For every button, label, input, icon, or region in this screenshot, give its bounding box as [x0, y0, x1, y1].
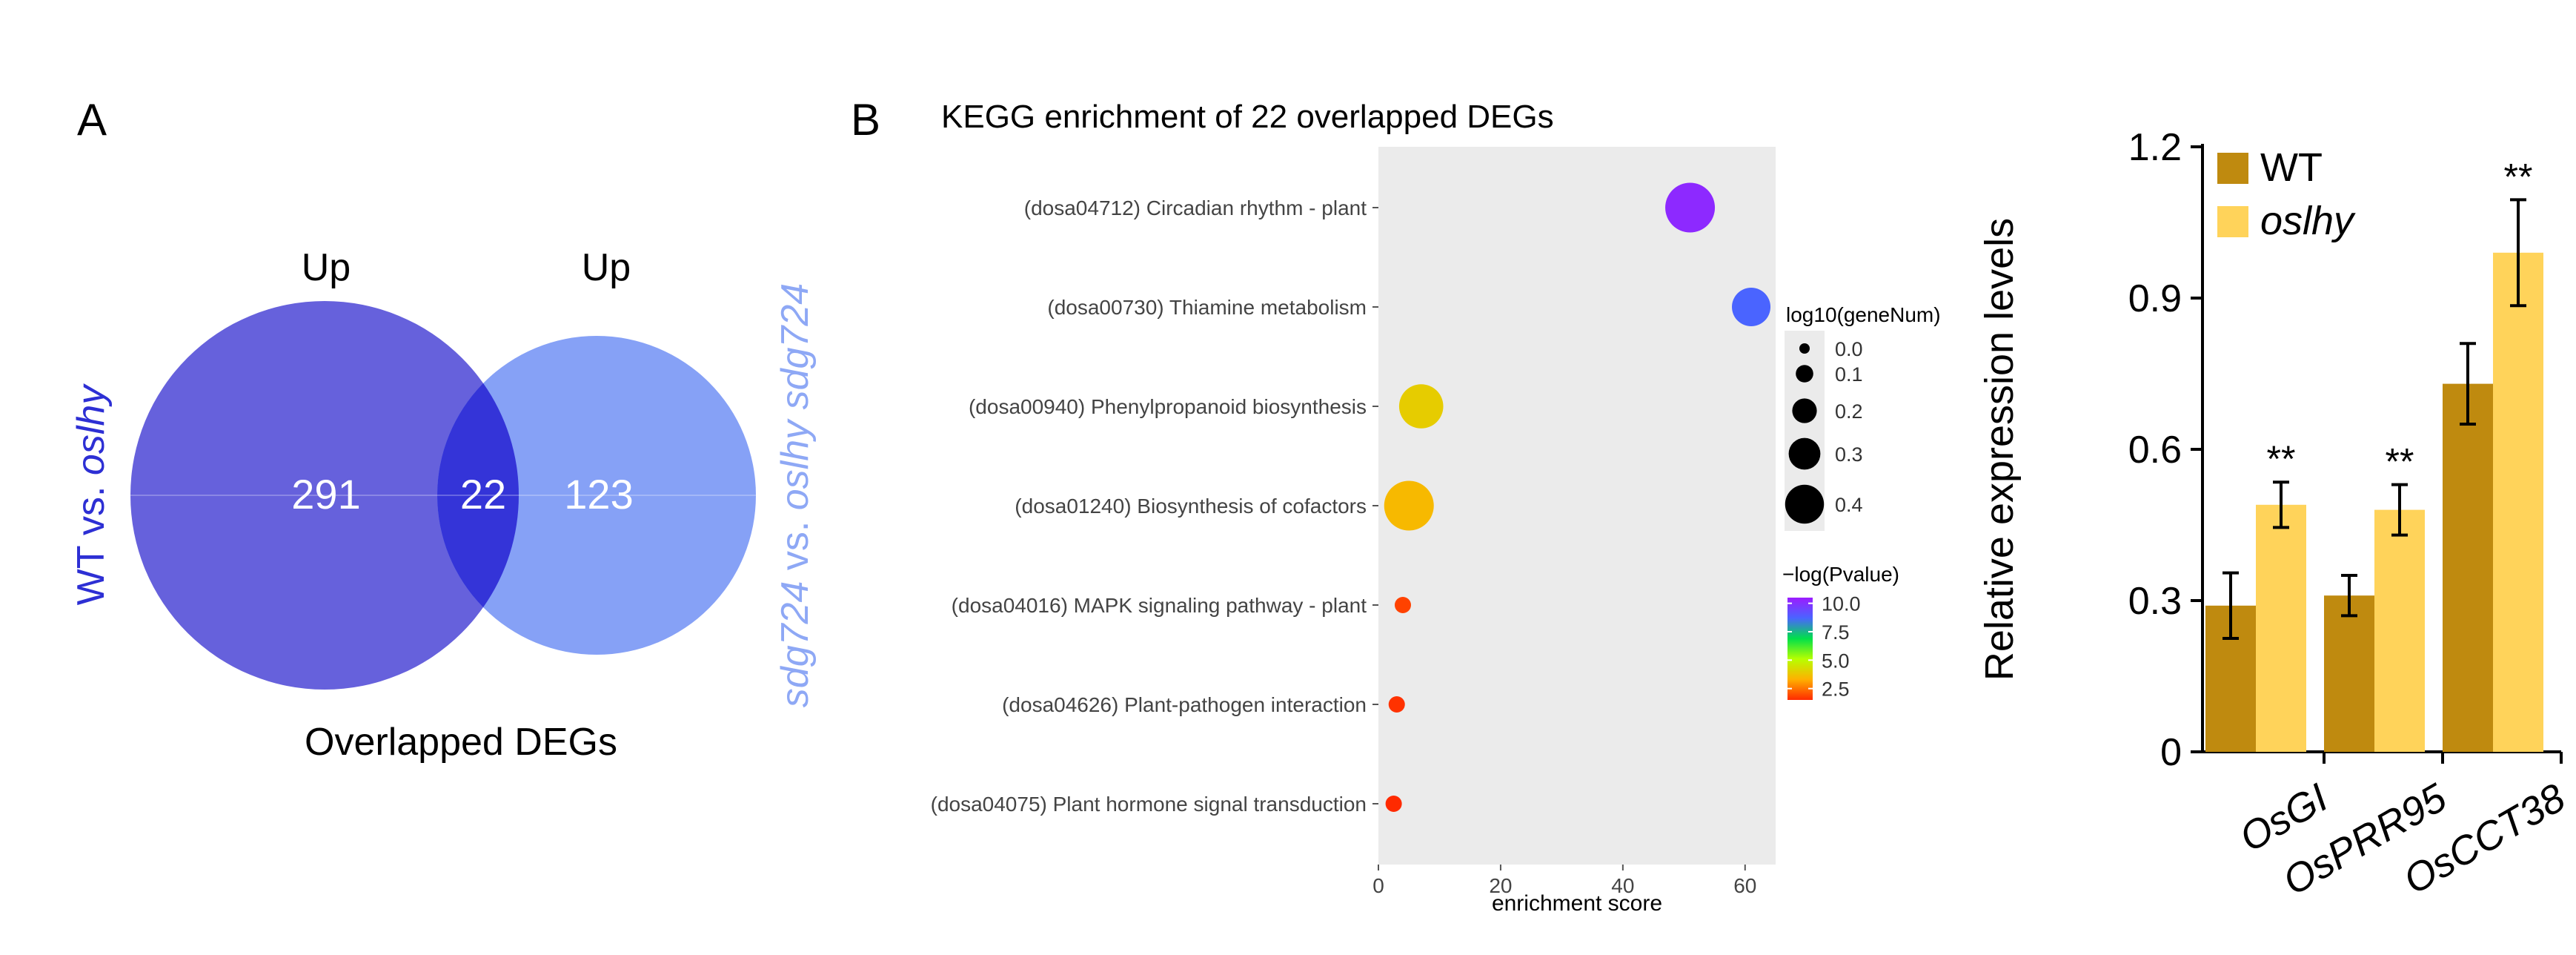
left-unique-count: 291	[291, 471, 360, 518]
left-set-label-text: WT vs.	[70, 475, 113, 605]
category-label: (dosa01240) Biosynthesis of cofactors	[1015, 495, 1367, 518]
x-axis-label: enrichment score	[1492, 891, 1662, 916]
color-legend-label: 2.5	[1822, 678, 1850, 701]
panel-b-letter: B	[852, 95, 880, 145]
size-legend-dot	[1792, 398, 1817, 423]
panel-a-letter: A	[77, 95, 107, 145]
kegg-chart-title: KEGG enrichment of 22 overlapped DEGs	[941, 99, 1554, 135]
bubble-point	[1384, 480, 1434, 531]
legend-swatch	[2217, 153, 2248, 184]
color-legend-label: 7.5	[1822, 621, 1850, 644]
size-legend-label: 0.1	[1835, 363, 1863, 386]
overlap-footer-label: Overlapped DEGs	[305, 721, 617, 764]
right-set-header: Up	[582, 246, 631, 289]
category-label: (dosa00940) Phenylpropanoid biosynthesis	[969, 395, 1367, 418]
significance-mark: **	[2504, 156, 2533, 197]
bar	[2256, 504, 2306, 752]
bar	[2324, 595, 2374, 752]
size-legend-label: 0.0	[1835, 338, 1863, 360]
venn-diagram: A Up Up 291 22 123 Overlapped DEGs WT vs…	[70, 95, 817, 764]
bubble-point	[1388, 696, 1405, 713]
bar	[2374, 509, 2425, 752]
right-set-label-text: vs.	[774, 510, 817, 581]
right-unique-count: 123	[564, 471, 633, 518]
color-legend: 10.0 7.5 5.0 2.5	[1787, 593, 1861, 701]
x-tick-label: 60	[1733, 874, 1756, 897]
color-legend-label: 10.0	[1822, 593, 1861, 615]
x-tick-label: 0	[1372, 874, 1384, 897]
color-legend-title: −log(Pvalue)	[1782, 563, 1899, 586]
size-legend-dot	[1785, 484, 1825, 524]
venn-left-circle	[130, 301, 519, 690]
legend-swatch	[2217, 206, 2248, 237]
bubble-point	[1385, 796, 1402, 812]
y-tick-label: 0	[2160, 731, 2182, 774]
kegg-bubble-chart: B KEGG enrichment of 22 overlapped DEGs …	[852, 95, 1941, 916]
y-tick-label: 0.6	[2128, 429, 2182, 472]
venn-circles	[130, 301, 756, 690]
right-set-label-italic-a: sdg724	[774, 581, 817, 708]
left-set-label: WT vs. oslhy	[70, 383, 113, 606]
size-legend-label: 0.3	[1835, 443, 1863, 466]
y-tick-label: 0.3	[2128, 580, 2182, 623]
color-legend-bar	[1787, 598, 1813, 700]
x-tick-label: 20	[1489, 874, 1512, 897]
kegg-marks: (dosa04712) Circadian rhythm - plant (dos…	[931, 182, 1771, 916]
size-legend-label: 0.4	[1835, 494, 1863, 516]
bubble-point	[1665, 182, 1716, 233]
panel-b-kegg-bubble: B KEGG enrichment of 22 overlapped DEGs …	[852, 0, 1949, 955]
size-legend-dot	[1799, 343, 1810, 354]
size-legend-label: 0.2	[1835, 400, 1863, 423]
size-legend-dot	[1788, 437, 1821, 470]
right-set-label-italic-b: oslhy sdg724	[774, 283, 817, 510]
bubble-point	[1394, 597, 1411, 613]
legend-label: WT	[2260, 145, 2323, 190]
category-label: (dosa04712) Circadian rhythm - plant	[1024, 196, 1367, 219]
left-set-label-italic: oslhy	[70, 383, 113, 475]
bubble-point	[1732, 288, 1771, 326]
venn-overlap-region	[436, 383, 519, 608]
right-set-label: sdg724 vs. oslhy sdg724	[774, 283, 817, 707]
size-legend: 0.0 0.1 0.2 0.3 0.4	[1785, 331, 1863, 531]
y-tick-label: 1.2	[2128, 126, 2182, 169]
size-legend-title: log10(geneNum)	[1786, 303, 1941, 326]
left-set-header: Up	[302, 246, 351, 289]
category-label: (dosa04075) Plant hormone signal transdu…	[931, 793, 1367, 816]
bar-marks: 0 0.3 0.6 0.9 1.2 Relative expression levels *…	[1977, 126, 2572, 904]
y-axis-label: Relative expression levels	[1977, 218, 2022, 681]
plot-background	[1378, 147, 1776, 865]
overlap-count: 22	[460, 471, 506, 518]
legend-label: oslhy	[2260, 199, 2356, 243]
panel-a-venn: A Up Up 291 22 123 Overlapped DEGs WT vs…	[0, 0, 852, 955]
venn-right-circle	[437, 336, 756, 655]
bar	[2493, 252, 2543, 752]
x-tick-label: 40	[1611, 874, 1634, 897]
bubble-point	[1398, 384, 1444, 429]
size-legend-dot	[1796, 365, 1813, 383]
significance-mark: **	[2386, 441, 2414, 483]
y-tick-label: 0.9	[2128, 277, 2182, 320]
significance-mark: **	[2267, 438, 2296, 480]
category-label: (dosa00730) Thiamine metabolism	[1047, 296, 1367, 319]
color-legend-label: 5.0	[1822, 650, 1850, 672]
bar	[2443, 383, 2493, 752]
category-label: (dosa04016) MAPK signaling pathway - pla…	[952, 594, 1367, 617]
category-label: (dosa04626) Plant-pathogen interaction	[1002, 693, 1367, 716]
